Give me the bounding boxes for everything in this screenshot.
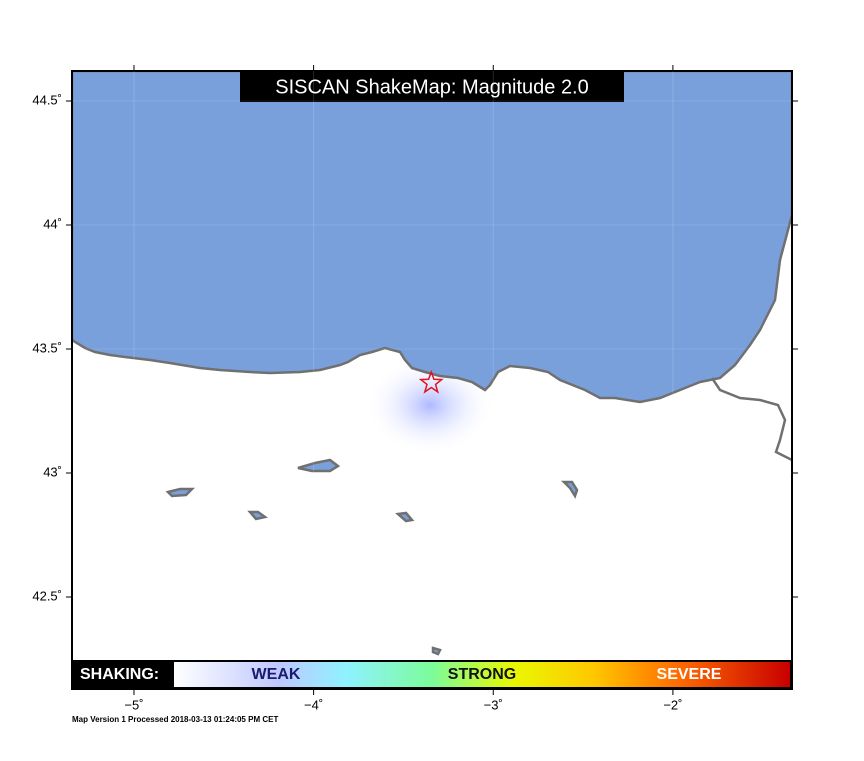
- island: [165, 487, 196, 498]
- title-box: [240, 72, 624, 102]
- lat-tick-label: 44˚: [43, 216, 62, 231]
- epicenter: [418, 369, 444, 394]
- lon-tick-label: −2˚: [663, 697, 682, 712]
- island: [247, 510, 269, 521]
- map-title: SISCAN ShakeMap: Magnitude 2.0: [275, 76, 589, 98]
- legend-scale: [174, 662, 790, 687]
- lon-tick-label: −3˚: [484, 697, 503, 712]
- lon-tick-label: −4˚: [304, 697, 323, 712]
- map-area: [72, 71, 792, 689]
- legend-title: SHAKING:: [80, 666, 159, 683]
- lat-tick-label: 43˚: [43, 464, 62, 479]
- island: [431, 646, 442, 656]
- legend-strong: STRONG: [448, 666, 516, 683]
- border: [710, 377, 792, 462]
- sea: [72, 71, 792, 404]
- legend-severe: SEVERE: [657, 666, 722, 683]
- lon-tick-label: −5˚: [124, 697, 143, 712]
- legend-weak: WEAK: [252, 666, 301, 683]
- footer: Map Version 1 Processed 2018-03-13 01:24…: [72, 715, 278, 724]
- island: [560, 480, 579, 499]
- island: [395, 511, 415, 523]
- lat-tick-label: 43.5˚: [32, 340, 62, 355]
- island: [297, 458, 341, 473]
- lat-tick-label: 44.5˚: [32, 92, 62, 107]
- islands: [165, 458, 579, 656]
- lat-tick-label: 42.5˚: [32, 588, 62, 603]
